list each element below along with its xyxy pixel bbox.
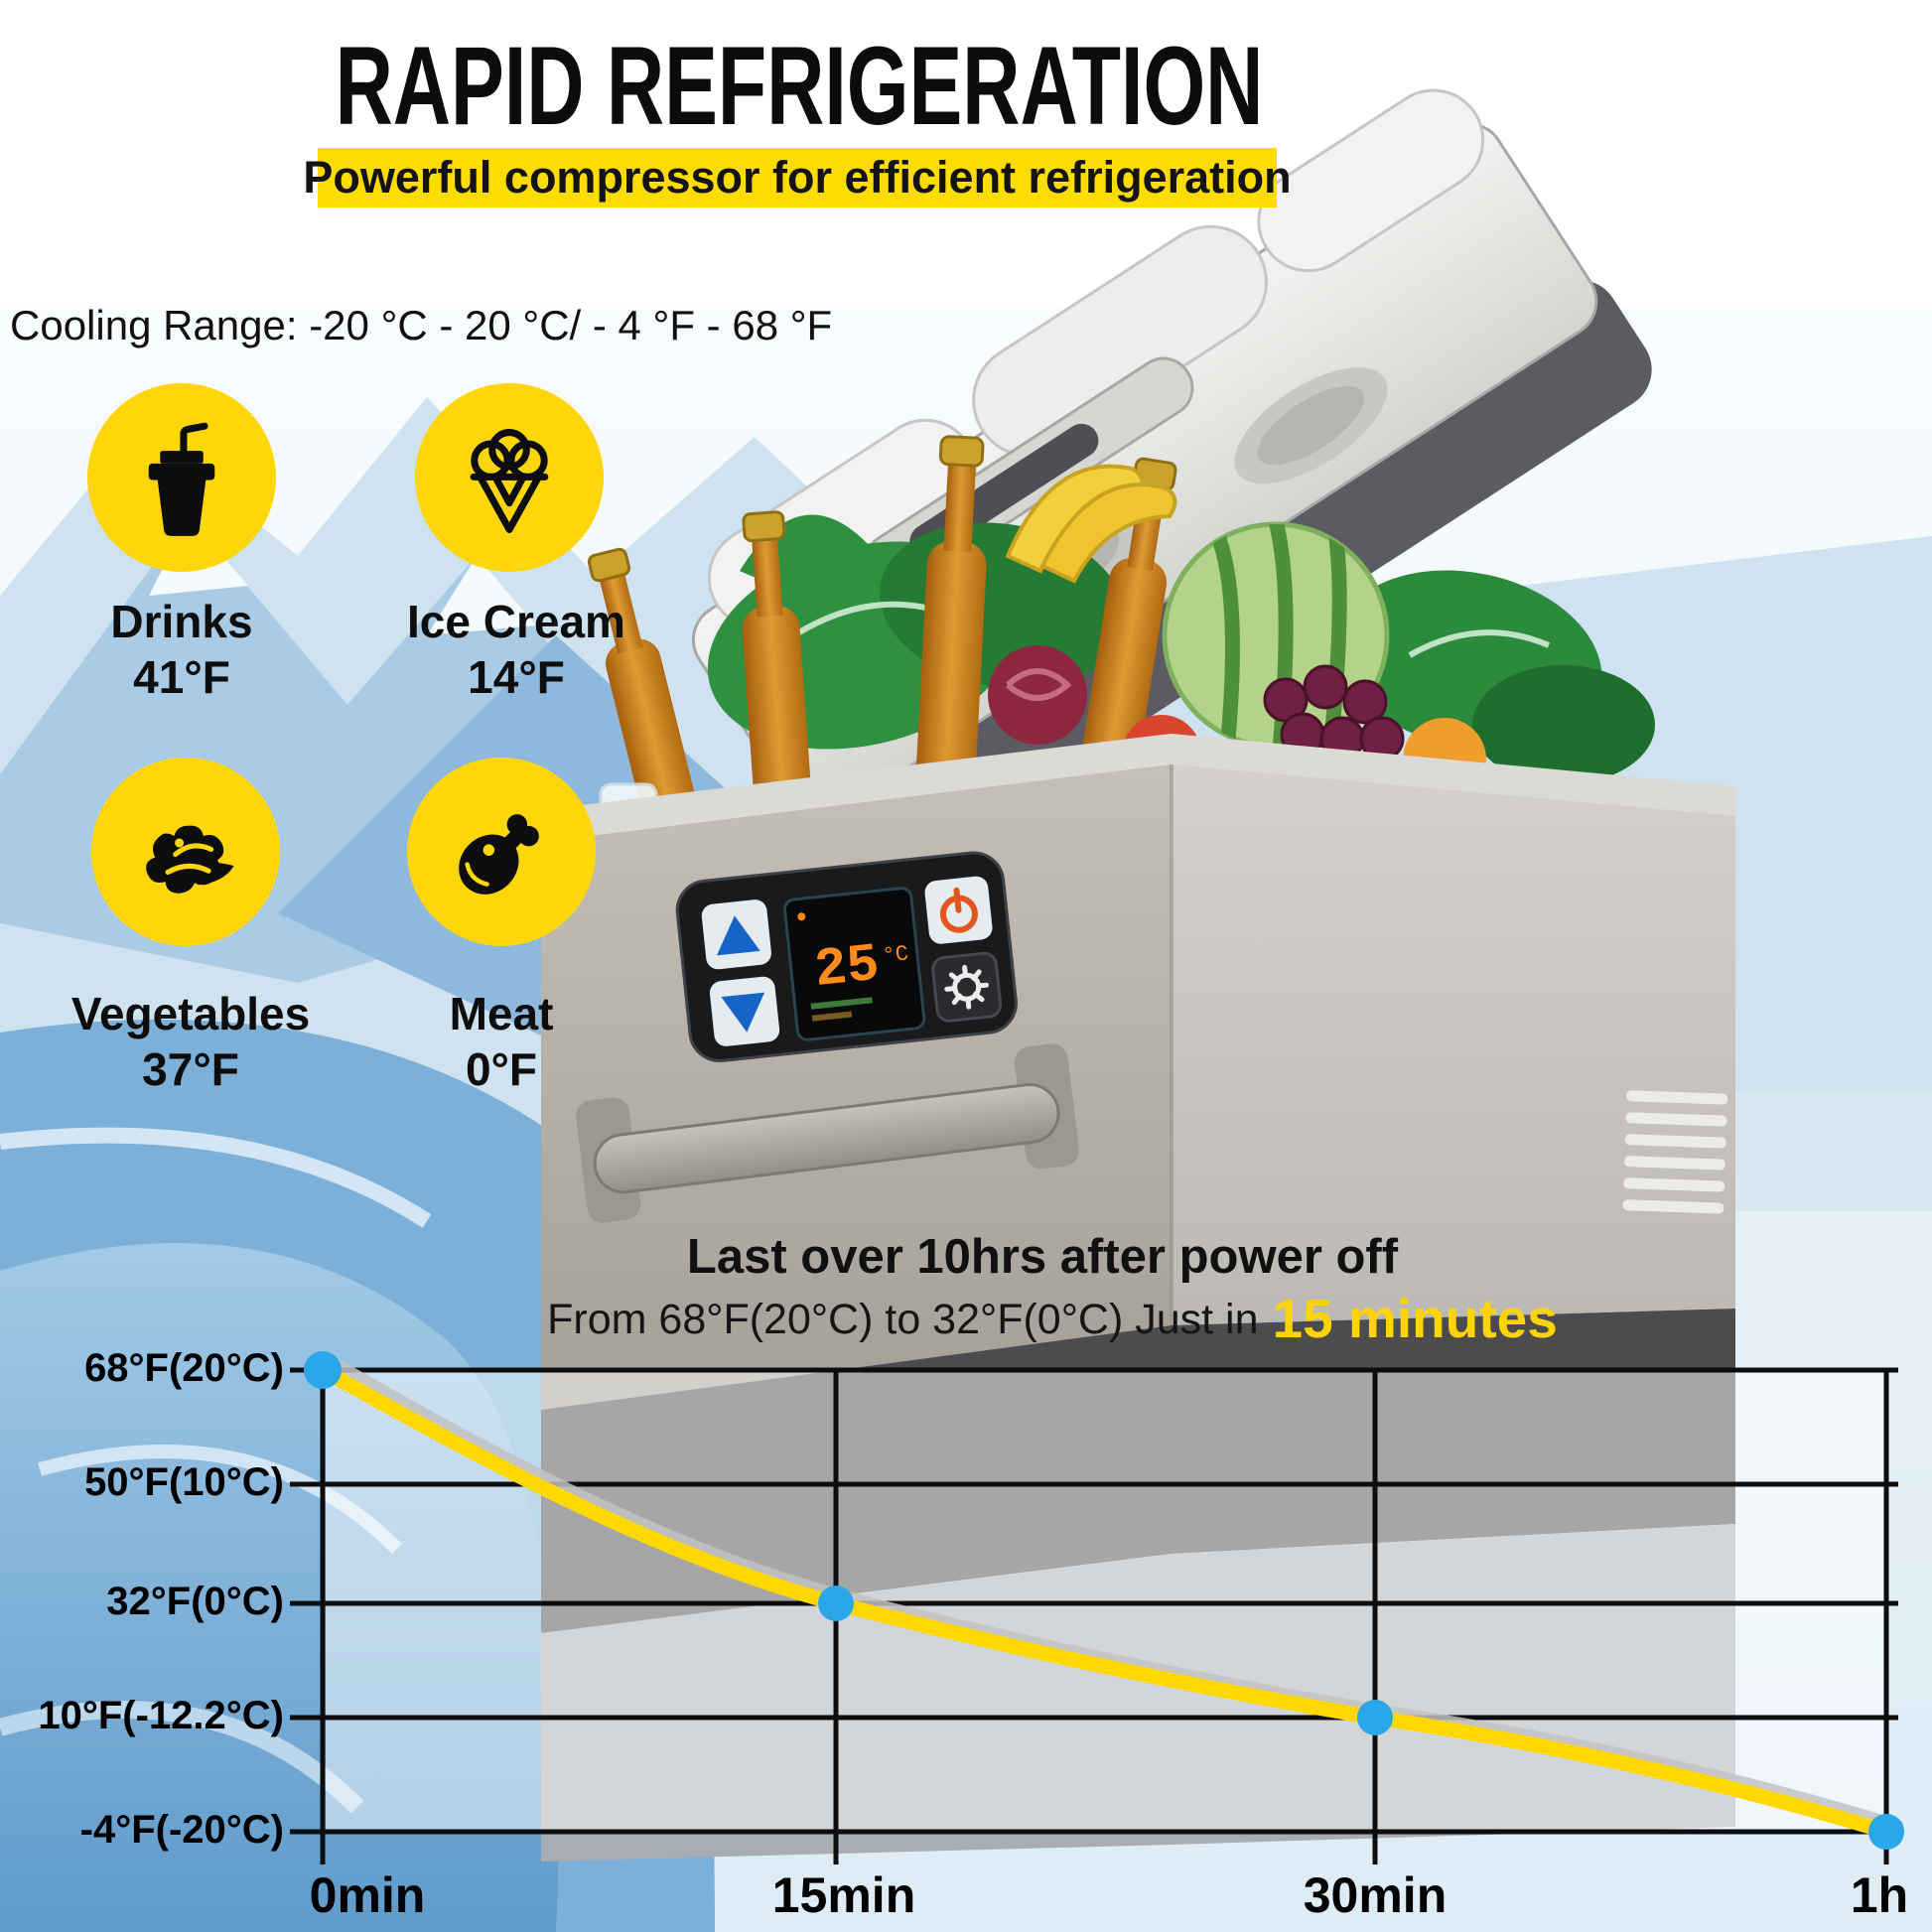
category-temp: 37°F [142,1043,239,1095]
x-tick-15min: 15min [771,1867,916,1923]
cooldown-claim-prefix: From 68°F(20°C) to 32°F(0°C) Just in [547,1296,1259,1343]
meat-circle [407,758,596,946]
data-point-15min [818,1586,854,1621]
cooling-curve [315,1362,1894,1840]
y-tick-minus4F: -4°F(-20°C) [79,1808,284,1852]
temperature-display [783,887,926,1041]
meat-label: Meat 0°F [333,986,670,1097]
category-temp: 41°F [133,651,230,703]
y-tick-10F: 10°F(-12.2°C) [38,1694,284,1737]
cooldown-claim-highlight: 15 minutes [1272,1288,1558,1349]
drink-cup-icon [148,422,215,536]
vent-grille [1622,1090,1728,1214]
control-panel: 25 °C [675,851,1018,1063]
display-temp-value: 25 [812,935,883,1002]
cooldown-claim: From 68°F(20°C) to 32°F(0°C) Just in 15 m… [357,1287,1747,1350]
curve-shadow [330,1357,1903,1830]
gear-icon [944,964,990,1010]
ice-cream-circle [415,383,604,572]
banana [1039,483,1177,584]
vegetables-circle [91,758,280,946]
x-tick-0min: 0min [309,1867,426,1923]
ice-cream-cone-icon [470,429,549,533]
y-tick-68F: 68°F(20°C) [84,1346,284,1390]
chart-data-points [304,1351,1904,1850]
subtitle-banner: Powerful compressor for efficient refrig… [303,148,1292,207]
lid-hinge-cylinder [1257,88,1485,273]
category-name: Drinks [110,596,253,647]
meat-drumstick-icon [459,814,539,895]
settings-button [931,951,1003,1023]
x-tick-1h: 1h [1850,1867,1909,1923]
category-temp: 14°F [468,651,565,703]
data-point-1h [1868,1814,1904,1850]
vegetables-label: Vegetables 37°F [22,986,359,1097]
y-tick-50F: 50°F(10°C) [84,1460,284,1504]
x-tick-30min: 30min [1303,1867,1448,1923]
beer-bottle [914,435,987,830]
vegetables-icon [146,825,234,894]
category-temp: 0°F [465,1043,538,1095]
fridge-rim [539,734,1737,842]
power-icon [939,887,978,933]
data-point-30min [1357,1700,1393,1735]
y-tick-32F: 32°F(0°C) [106,1580,284,1623]
data-point-0min [304,1351,342,1389]
category-name: Vegetables [70,988,311,1039]
ice-cream-label: Ice Cream 14°F [347,594,685,705]
up-arrow-icon [716,915,760,956]
drinks-circle [87,383,276,572]
category-name: Ice Cream [407,596,625,647]
category-name: Meat [449,988,554,1039]
power-off-claim: Last over 10hrs after power off [686,1230,1399,1284]
display-temp-unit: °C [881,941,909,969]
fridge-handle [576,1043,1079,1223]
page-title: RAPID REFRIGERATION [335,24,1264,148]
drinks-label: Drinks 41°F [13,594,350,705]
down-arrow-icon [721,992,765,1033]
cooling-range-text: Cooling Range: -20 °C - 20 °C/ - 4 °F - … [10,302,833,348]
